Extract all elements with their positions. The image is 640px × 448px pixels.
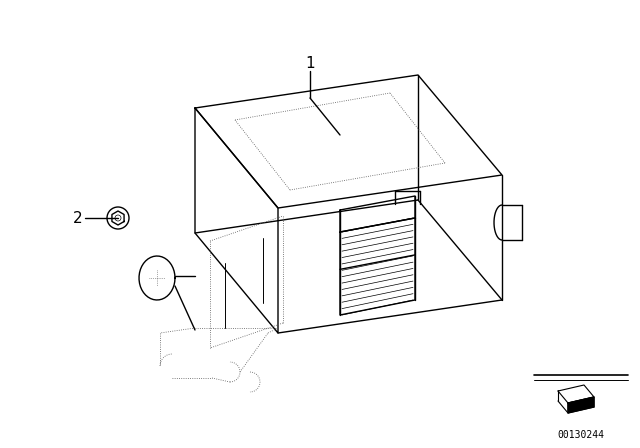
Text: 2: 2 <box>72 211 82 225</box>
Text: 00130244: 00130244 <box>557 430 605 440</box>
Text: 1: 1 <box>305 56 315 70</box>
Polygon shape <box>568 397 594 413</box>
